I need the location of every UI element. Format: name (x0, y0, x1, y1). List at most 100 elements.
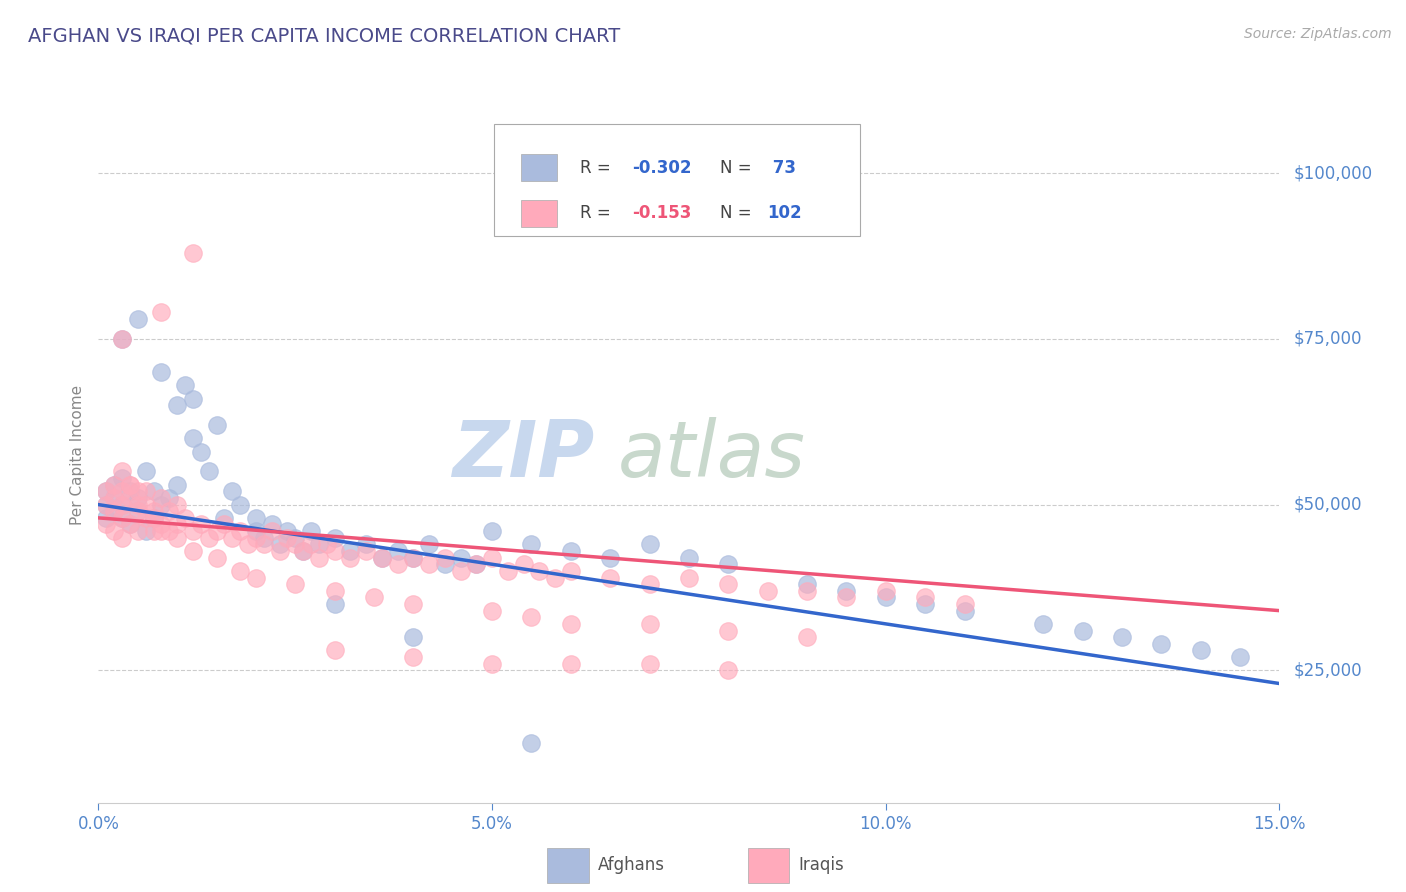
Point (371, 550, 394, 565)
Point (323, 544, 346, 558)
Point (181, 431, 204, 445)
Point (560, 564, 582, 578)
Point (181, 245, 204, 260)
Point (520, 736, 543, 750)
FancyBboxPatch shape (494, 124, 860, 235)
Point (402, 550, 425, 565)
Point (229, 564, 252, 578)
Point (354, 544, 377, 558)
Point (387, 558, 409, 572)
Point (599, 570, 621, 584)
Point (323, 583, 346, 598)
Point (284, 537, 307, 551)
Point (174, 378, 197, 392)
Point (166, 517, 188, 532)
Point (245, 570, 267, 584)
Point (214, 517, 236, 532)
Text: $25,000: $25,000 (1294, 661, 1362, 680)
Point (135, 498, 157, 512)
Point (96, 498, 118, 512)
Bar (522, 200, 557, 227)
Point (103, 491, 125, 505)
Point (181, 544, 204, 558)
Point (299, 537, 322, 551)
Point (465, 558, 488, 572)
Point (190, 444, 212, 458)
Point (229, 498, 252, 512)
Point (214, 511, 236, 525)
Point (953, 604, 976, 618)
Point (96, 484, 118, 499)
Point (103, 477, 125, 491)
Point (205, 418, 228, 433)
Point (190, 517, 212, 532)
Point (111, 465, 134, 479)
Bar (522, 153, 557, 181)
Point (142, 484, 165, 499)
Point (118, 491, 141, 505)
Point (197, 465, 219, 479)
Point (678, 550, 700, 565)
Point (323, 597, 346, 611)
Point (371, 550, 394, 565)
Point (339, 544, 361, 558)
Point (221, 484, 243, 499)
Point (481, 524, 503, 538)
Text: AFGHAN VS IRAQI PER CAPITA INCOME CORRELATION CHART: AFGHAN VS IRAQI PER CAPITA INCOME CORREL… (28, 27, 620, 45)
Text: $100,000: $100,000 (1294, 164, 1372, 182)
Point (142, 504, 165, 518)
Point (1111, 630, 1133, 644)
Point (914, 591, 936, 605)
Point (756, 583, 779, 598)
Point (111, 531, 134, 545)
Text: N =: N = (720, 204, 756, 222)
Point (323, 531, 346, 545)
Point (111, 484, 134, 499)
Point (308, 550, 330, 565)
Point (166, 531, 188, 545)
Point (875, 583, 897, 598)
Text: 73: 73 (766, 159, 796, 177)
Point (1189, 643, 1212, 657)
Point (221, 531, 243, 545)
Point (150, 517, 173, 532)
Point (245, 511, 267, 525)
Point (118, 484, 141, 499)
Point (284, 577, 307, 591)
Point (402, 550, 425, 565)
Point (111, 498, 134, 512)
Text: -0.302: -0.302 (633, 159, 692, 177)
Text: 102: 102 (766, 204, 801, 222)
Point (111, 332, 134, 346)
Point (103, 524, 125, 538)
Point (135, 465, 157, 479)
Point (111, 471, 134, 485)
Point (245, 531, 267, 545)
Point (520, 537, 543, 551)
Point (308, 537, 330, 551)
Point (127, 504, 149, 518)
Point (96, 498, 118, 512)
Point (496, 564, 519, 578)
Point (96, 484, 118, 499)
Point (260, 517, 283, 532)
Point (292, 544, 315, 558)
Point (260, 524, 283, 538)
Point (1032, 616, 1054, 631)
Point (269, 544, 291, 558)
Point (157, 504, 180, 518)
Point (127, 491, 149, 505)
Point (450, 550, 472, 565)
Point (354, 537, 377, 551)
Point (205, 524, 228, 538)
Point (717, 577, 740, 591)
Point (142, 511, 165, 525)
Point (245, 524, 267, 538)
Point (150, 305, 173, 319)
Point (418, 558, 440, 572)
Point (103, 504, 125, 518)
Point (339, 550, 361, 565)
Point (402, 597, 425, 611)
Point (796, 583, 818, 598)
Text: R =: R = (581, 204, 621, 222)
